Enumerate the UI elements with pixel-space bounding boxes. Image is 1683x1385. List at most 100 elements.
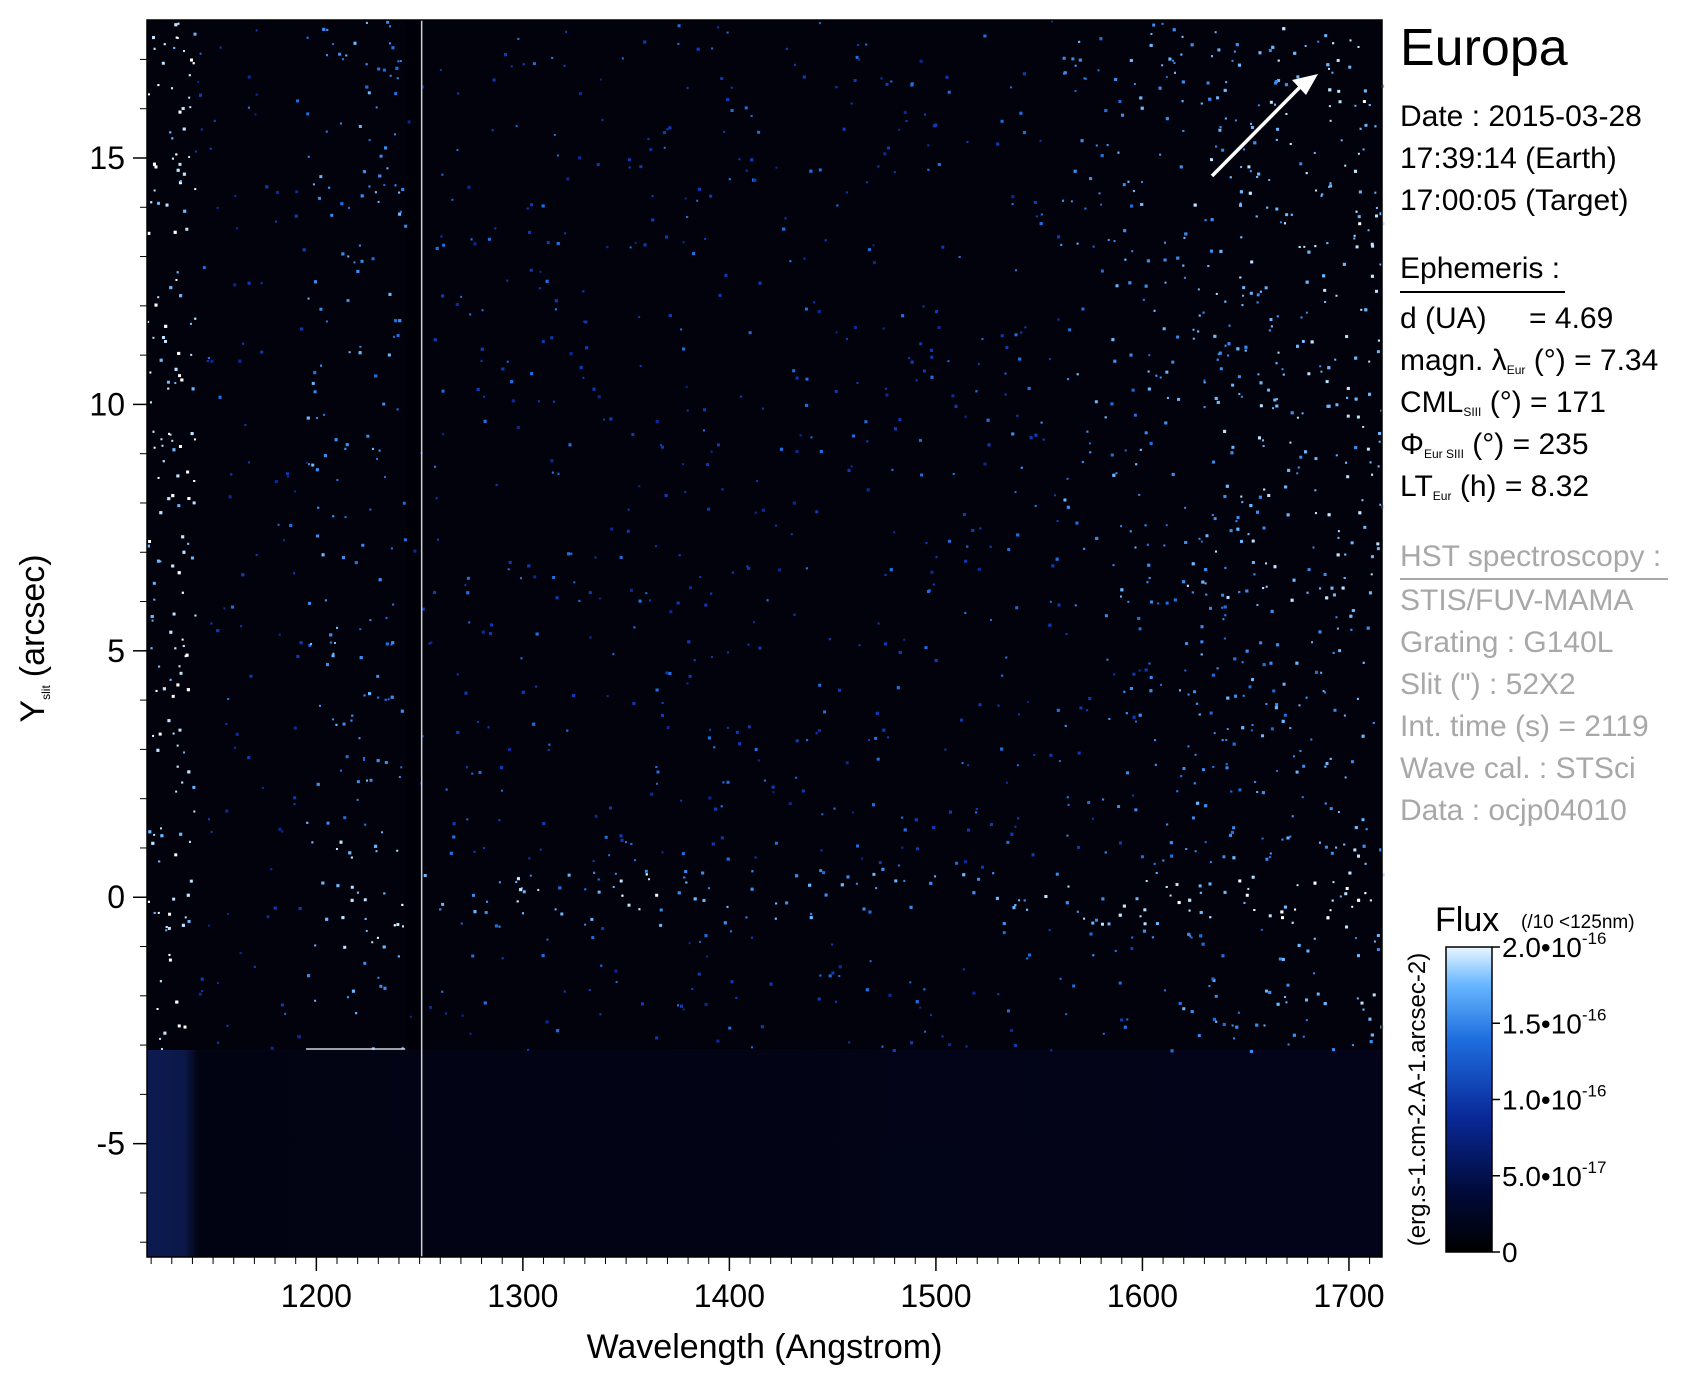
emission-point [1075,521,1079,525]
emission-point [1182,264,1185,267]
emission-point [682,347,686,351]
emission-point [1014,491,1017,494]
emission-point [1244,349,1247,352]
emission-point [167,719,171,723]
emission-point [889,568,893,572]
emission-point [177,351,181,355]
emission-point [193,32,197,36]
emission-point [628,166,631,169]
emission-point [1199,910,1203,914]
emission-point [1356,415,1360,419]
emission-point [391,641,395,645]
emission-point [1132,715,1136,719]
emission-point [1232,742,1236,746]
emission-point [1268,178,1271,181]
emission-point [1228,324,1231,327]
emission-point [172,897,176,901]
emission-point [720,836,724,840]
emission-point [579,366,583,370]
emission-point [1264,286,1268,290]
emission-point [1305,172,1308,175]
emission-point [754,856,757,859]
emission-point [321,553,325,557]
emission-point [307,601,311,605]
emission-point [520,657,523,660]
emission-point [751,870,754,873]
emission-point [1241,726,1245,730]
emission-point [584,888,587,891]
emission-point [738,742,742,746]
emission-point [1027,386,1031,390]
emission-point [656,770,660,774]
emission-point [278,827,282,831]
emission-point [1251,875,1255,879]
emission-point [1151,936,1154,939]
emission-point [1181,80,1185,84]
emission-point [159,980,162,983]
emission-point [727,651,730,654]
emission-point [1173,598,1177,602]
emission-point [864,420,868,424]
emission-point [840,883,844,887]
emission-point [639,364,642,367]
emission-point [1180,775,1183,778]
emission-point [1204,582,1207,585]
emission-point [158,732,162,736]
emission-point [1379,848,1383,852]
emission-point [1159,376,1162,379]
emission-point [1266,206,1269,209]
emission-point [494,227,497,230]
emission-point [862,907,866,911]
emission-point [1198,713,1201,716]
emission-point [1281,368,1284,371]
emission-point [1215,1020,1218,1023]
emission-point [461,1014,464,1017]
emission-point [1362,148,1365,151]
emission-point [1140,202,1144,206]
emission-point [176,474,180,478]
emission-point [563,990,566,993]
emission-point [1324,802,1327,805]
emission-point [680,328,683,331]
emission-point [1171,472,1175,476]
emission-point [1343,576,1346,579]
emission-point [1186,584,1189,587]
emission-point [429,1005,433,1009]
emission-point [158,860,161,863]
emission-point [1063,71,1067,75]
emission-point [877,622,880,625]
emission-point [697,972,701,976]
emission-point [457,92,460,95]
emission-point [972,891,976,895]
emission-point [1325,596,1329,600]
emission-point [1253,573,1256,576]
emission-point [1104,614,1108,618]
emission-point [260,350,264,354]
emission-point [1058,760,1061,763]
emission-point [592,387,596,391]
emission-point [380,831,383,834]
emission-point [747,643,750,646]
emission-point [1359,127,1362,130]
emission-point [966,545,969,548]
colorbar-tick-exponent: -16 [1582,929,1607,948]
emission-point [708,728,711,731]
emission-point [160,438,163,441]
emission-point [521,690,525,694]
emission-point [769,982,773,986]
emission-point [867,738,870,741]
emission-point [1360,308,1363,311]
emission-point [226,1024,229,1027]
emission-point [1144,668,1148,672]
y-axis-label-unit: (arcsec) [14,554,52,677]
emission-point [551,471,554,474]
emission-point [1338,100,1342,104]
emission-point [346,299,350,303]
emission-point [1305,696,1308,699]
emission-point [1205,593,1208,596]
emission-point [1323,1002,1327,1006]
emission-point [210,830,213,833]
emission-point [1353,234,1356,237]
emission-point [1011,203,1014,206]
emission-point [805,403,809,407]
